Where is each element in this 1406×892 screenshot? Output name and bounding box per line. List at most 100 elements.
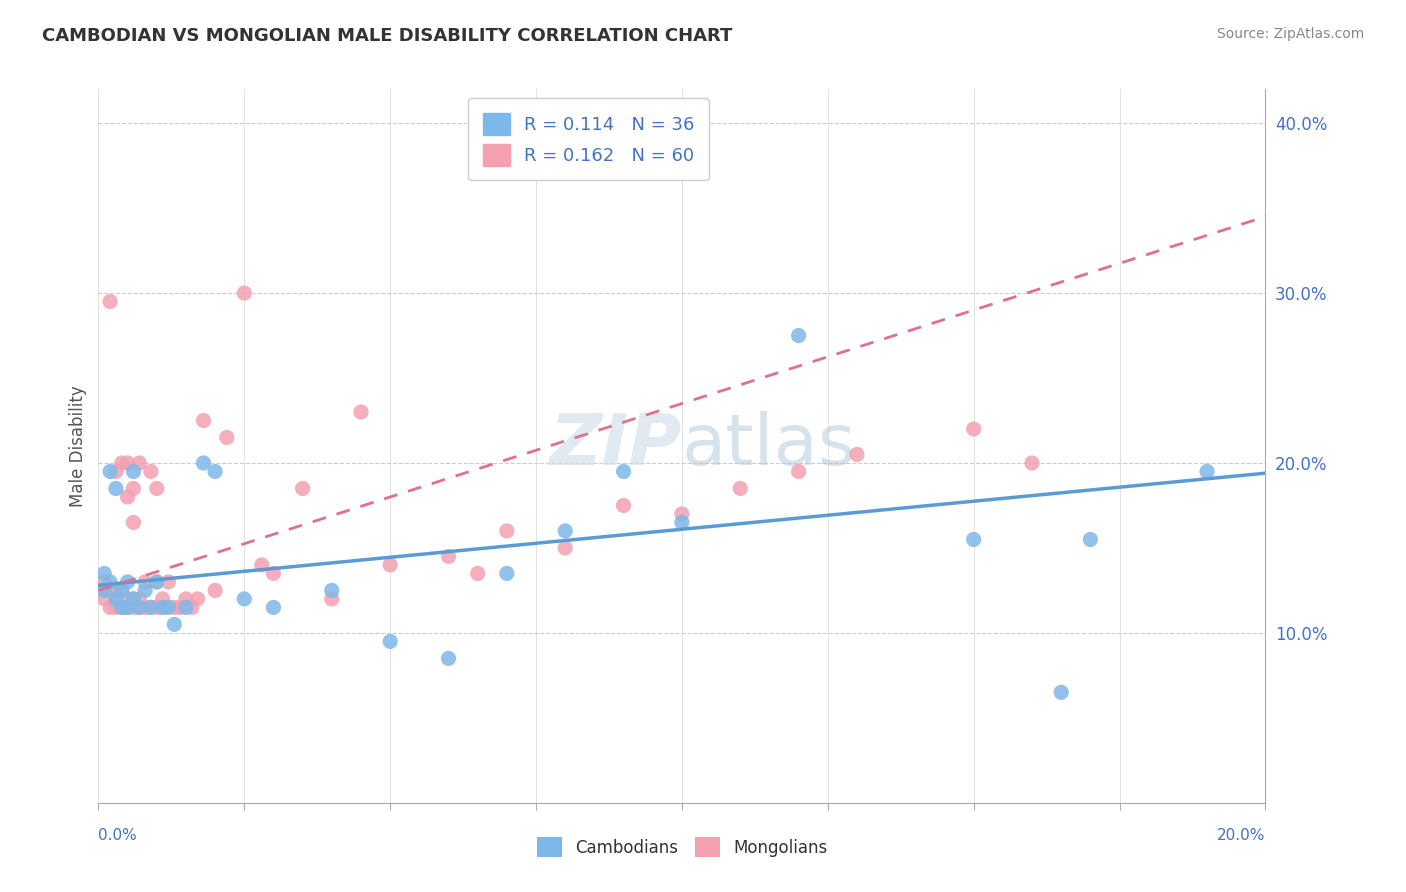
Point <box>233 591 256 606</box>
Point <box>117 490 139 504</box>
Point <box>962 422 984 436</box>
Point <box>117 574 139 589</box>
Point <box>671 507 693 521</box>
Point <box>122 465 145 479</box>
Point <box>146 600 169 615</box>
Point <box>204 465 226 479</box>
Point <box>554 541 576 555</box>
Point <box>152 600 174 615</box>
Point <box>122 600 145 615</box>
Point <box>134 600 156 615</box>
Legend: Cambodians, Mongolians: Cambodians, Mongolians <box>529 829 835 866</box>
Point <box>134 583 156 598</box>
Point <box>146 574 169 589</box>
Point <box>169 600 191 615</box>
Point <box>467 566 489 581</box>
Point <box>117 591 139 606</box>
Point <box>1195 465 1218 479</box>
Point <box>262 566 284 581</box>
Point <box>215 430 238 444</box>
Point <box>233 286 256 301</box>
Point <box>152 591 174 606</box>
Point <box>104 465 127 479</box>
Text: CAMBODIAN VS MONGOLIAN MALE DISABILITY CORRELATION CHART: CAMBODIAN VS MONGOLIAN MALE DISABILITY C… <box>42 27 733 45</box>
Point <box>98 294 121 309</box>
Point <box>180 600 202 615</box>
Point <box>152 600 174 615</box>
Point <box>1050 685 1073 699</box>
Point <box>93 574 115 589</box>
Point <box>671 516 693 530</box>
Point <box>146 482 169 496</box>
Point <box>437 549 460 564</box>
Point <box>122 591 145 606</box>
Point <box>111 456 134 470</box>
Point <box>350 405 373 419</box>
Point <box>380 558 402 572</box>
Point <box>134 574 156 589</box>
Point <box>146 574 169 589</box>
Point <box>612 499 634 513</box>
Point <box>122 516 145 530</box>
Point <box>104 482 127 496</box>
Point <box>117 456 139 470</box>
Point <box>104 600 127 615</box>
Point <box>98 465 121 479</box>
Point <box>193 413 215 427</box>
Point <box>163 600 186 615</box>
Y-axis label: Male Disability: Male Disability <box>69 385 87 507</box>
Point <box>554 524 576 538</box>
Point <box>157 600 180 615</box>
Text: atlas: atlas <box>682 411 856 481</box>
Point <box>787 328 810 343</box>
Point <box>98 583 121 598</box>
Point <box>187 591 209 606</box>
Text: 20.0%: 20.0% <box>1218 828 1265 843</box>
Point <box>846 448 869 462</box>
Point <box>104 591 127 606</box>
Point <box>139 465 162 479</box>
Point <box>157 574 180 589</box>
Point <box>122 482 145 496</box>
Point <box>117 600 139 615</box>
Point <box>93 591 115 606</box>
Point <box>1021 456 1043 470</box>
Point <box>128 456 150 470</box>
Point <box>128 600 150 615</box>
Point <box>1080 533 1102 547</box>
Point <box>787 465 810 479</box>
Point <box>193 456 215 470</box>
Text: ZIP: ZIP <box>550 411 682 481</box>
Point <box>111 600 134 615</box>
Point <box>111 583 134 598</box>
Text: 0.0%: 0.0% <box>98 828 138 843</box>
Text: Source: ZipAtlas.com: Source: ZipAtlas.com <box>1216 27 1364 41</box>
Point <box>111 600 134 615</box>
Point <box>128 591 150 606</box>
Point <box>291 482 314 496</box>
Point <box>321 591 343 606</box>
Point <box>380 634 402 648</box>
Point <box>117 600 139 615</box>
Point <box>962 533 984 547</box>
Point <box>139 600 162 615</box>
Point <box>496 566 519 581</box>
Point <box>122 591 145 606</box>
Point <box>93 566 115 581</box>
Point <box>174 591 197 606</box>
Point <box>262 600 284 615</box>
Point <box>111 583 134 598</box>
Point <box>98 574 121 589</box>
Point <box>437 651 460 665</box>
Point <box>612 465 634 479</box>
Point <box>204 583 226 598</box>
Point <box>496 524 519 538</box>
Point <box>93 583 115 598</box>
Point <box>250 558 273 572</box>
Point <box>128 600 150 615</box>
Point <box>98 600 121 615</box>
Point <box>730 482 752 496</box>
Point <box>139 600 162 615</box>
Point <box>174 600 197 615</box>
Point <box>104 591 127 606</box>
